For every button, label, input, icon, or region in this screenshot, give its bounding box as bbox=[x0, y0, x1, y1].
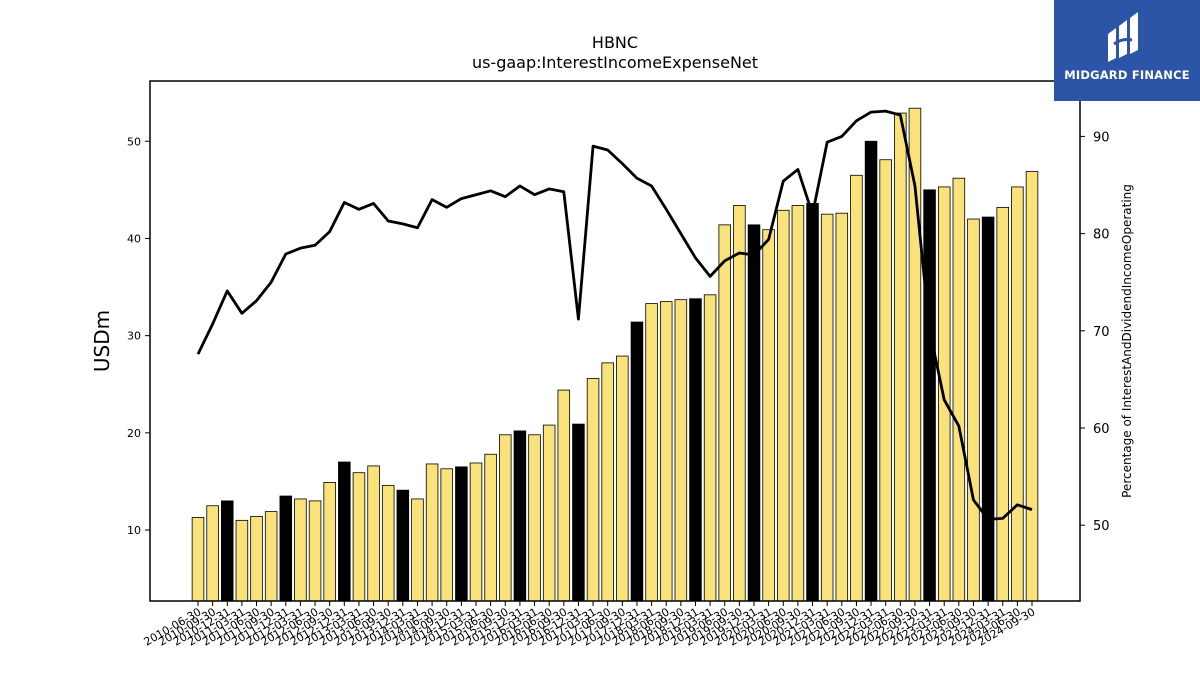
brand-logo: MIDGARD FINANCE bbox=[1054, 0, 1200, 101]
bar-2019-09-30 bbox=[733, 205, 746, 602]
chart-title: HBNC bbox=[592, 33, 638, 52]
bar-2018-06-30 bbox=[659, 301, 673, 602]
bar-2013-12-31 bbox=[396, 489, 410, 602]
y-tick-label-40: 40 bbox=[127, 232, 141, 245]
y-axis-label: USDm bbox=[90, 310, 114, 372]
y-tick-label-30: 30 bbox=[127, 330, 141, 343]
y2-tick-label-60: 60 bbox=[1093, 422, 1110, 437]
bar-2015-12-31 bbox=[513, 430, 527, 602]
bar-2024-06-30 bbox=[1011, 186, 1024, 602]
bar-2016-09-30 bbox=[557, 389, 571, 602]
bar-2012-12-31 bbox=[338, 461, 351, 602]
logo-text: MIDGARD FINANCE bbox=[1064, 68, 1190, 82]
bar-2011-12-31 bbox=[279, 495, 293, 602]
y-axis-right: 50 60 70 80 90 bbox=[1080, 130, 1110, 534]
bar-2014-03-31 bbox=[411, 498, 424, 602]
line-series bbox=[196, 109, 1033, 521]
bar-2011-06-30 bbox=[250, 516, 263, 602]
y2-tick-label-70: 70 bbox=[1093, 325, 1110, 340]
y-tick-label-10: 10 bbox=[127, 524, 141, 537]
bar-2021-06-30 bbox=[835, 212, 849, 602]
bar-2017-12-31 bbox=[630, 321, 644, 602]
bar-2010-06-30 bbox=[191, 517, 205, 602]
bar-2016-12-31 bbox=[572, 423, 585, 602]
bar-2011-09-30 bbox=[264, 511, 278, 602]
bar-2018-03-31 bbox=[645, 303, 658, 602]
bar-2019-06-30 bbox=[718, 224, 731, 602]
bar-2021-12-31 bbox=[864, 140, 878, 602]
bar-2024-03-31 bbox=[996, 206, 1009, 602]
line-series-path bbox=[196, 109, 1033, 521]
bar-2013-09-30 bbox=[381, 484, 395, 602]
bar-2023-09-30 bbox=[967, 218, 980, 602]
bar-2015-03-31 bbox=[469, 462, 483, 602]
chart-subtitle: us-gaap:InterestIncomeExpenseNet bbox=[472, 53, 758, 72]
bar-2016-06-30 bbox=[542, 424, 556, 602]
bar-2013-03-31 bbox=[352, 472, 366, 602]
plot-frame bbox=[149, 80, 1081, 602]
bar-2012-06-30 bbox=[308, 500, 322, 602]
y-axis-left: 10 20 30 40 50 bbox=[127, 135, 150, 537]
bar-2022-12-31 bbox=[923, 189, 936, 602]
bar-2014-09-30 bbox=[440, 468, 453, 602]
bar-2024-09-30 bbox=[1025, 170, 1039, 602]
y2-tick-label-50: 50 bbox=[1093, 519, 1110, 534]
bar-2022-06-30 bbox=[894, 112, 907, 602]
bar-2017-09-30 bbox=[616, 355, 629, 602]
bar-2019-03-31 bbox=[703, 294, 717, 602]
bar-2015-09-30 bbox=[499, 434, 512, 602]
bar-2013-06-30 bbox=[367, 465, 380, 602]
bar-2014-12-31 bbox=[455, 466, 468, 602]
bar-2010-12-31 bbox=[221, 500, 234, 602]
bar-2020-03-31 bbox=[762, 229, 775, 602]
bar-2012-03-31 bbox=[294, 498, 307, 602]
bar-2020-12-31 bbox=[806, 203, 819, 602]
bar-2012-09-30 bbox=[323, 482, 336, 602]
bar-2021-03-31 bbox=[820, 213, 834, 602]
bar-2021-09-30 bbox=[850, 174, 863, 602]
bar-2018-09-30 bbox=[674, 299, 688, 602]
y2-axis-label: Percentage of InterestAndDividendIncomeO… bbox=[1120, 184, 1134, 498]
bar-2018-12-31 bbox=[689, 298, 702, 602]
y-tick-label-50: 50 bbox=[127, 135, 141, 148]
bar-2020-09-30 bbox=[791, 205, 805, 602]
bar-2017-03-31 bbox=[586, 378, 600, 602]
bar-2022-03-31 bbox=[879, 159, 892, 602]
bar-2016-03-31 bbox=[528, 434, 541, 602]
bar-2015-06-30 bbox=[484, 453, 497, 602]
x-axis: 2010-06-302010-09-302010-12-312011-03-31… bbox=[142, 601, 1038, 649]
bar-2011-03-31 bbox=[235, 519, 249, 602]
y-tick-label-20: 20 bbox=[127, 427, 141, 440]
bar-2019-12-31 bbox=[747, 224, 761, 602]
y2-tick-label-80: 80 bbox=[1093, 228, 1110, 243]
midgard-logo-icon bbox=[1108, 12, 1138, 62]
bar-2023-06-30 bbox=[952, 177, 966, 602]
bar-2017-06-30 bbox=[601, 362, 614, 602]
bar-2020-06-30 bbox=[777, 209, 790, 602]
bar-series bbox=[191, 107, 1039, 602]
bar-2010-09-30 bbox=[206, 505, 219, 602]
y2-tick-label-90: 90 bbox=[1093, 130, 1110, 145]
bar-2014-06-30 bbox=[425, 463, 439, 602]
bar-2023-12-31 bbox=[981, 216, 995, 602]
